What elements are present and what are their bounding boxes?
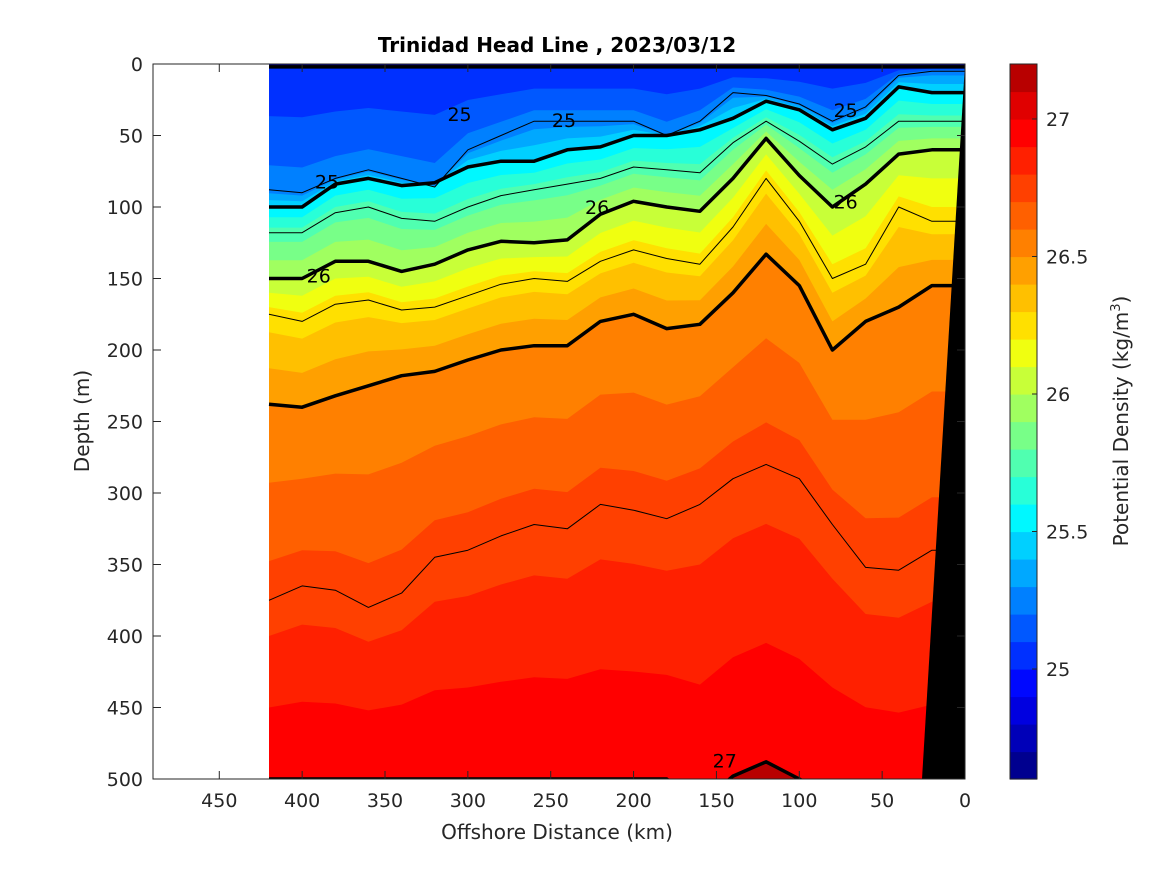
density-bands [269, 64, 965, 779]
colorbar-segment [1010, 394, 1037, 423]
colorbar-segment [1010, 119, 1037, 148]
thin-contours [268, 70, 965, 608]
colorbar-segment [1010, 724, 1037, 753]
thin-contour-line [268, 177, 965, 322]
x-tick-label: 0 [959, 790, 971, 812]
colorbar-tick-label: 26 [1046, 384, 1070, 406]
colorbar-segment [1010, 146, 1037, 175]
x-tick-label: 300 [450, 790, 486, 812]
colorbar-tick-label: 27 [1046, 109, 1070, 131]
colorbar-segment [1010, 229, 1037, 258]
colorbar-label-suffix: ) [1109, 296, 1133, 304]
colorbar [1010, 64, 1037, 780]
colorbar-segment [1010, 531, 1037, 560]
colorbar-segment [1010, 366, 1037, 395]
colorbar-segment [1010, 256, 1037, 285]
colorbar-segment [1010, 504, 1037, 533]
colorbar-label-superscript: 3 [1109, 303, 1124, 311]
contour-label: 25 [552, 110, 576, 132]
colorbar-tick-label: 25.5 [1046, 522, 1088, 544]
colorbar-label: Potential Density (kg/m3) [1109, 296, 1133, 547]
contour-label: 25 [834, 100, 858, 122]
y-tick-label: 250 [107, 412, 143, 434]
y-tick-label: 200 [107, 340, 143, 362]
colorbar-segment [1010, 201, 1037, 230]
x-axis-label: Offshore Distance (km) [441, 820, 673, 844]
contour-label: 25 [315, 171, 339, 193]
colorbar-segment [1010, 64, 1037, 93]
colorbar-segment [1010, 751, 1037, 780]
y-tick-label: 100 [107, 197, 143, 219]
colorbar-segment [1010, 476, 1037, 505]
colorbar-frame [1009, 63, 1038, 780]
colorbar-segment [1010, 339, 1037, 368]
colorbar-ticks: 25 25.5 26 26.5 27 [1032, 109, 1088, 681]
x-tick-label: 50 [870, 790, 894, 812]
isopycnal-line [268, 252, 965, 409]
y-tick-label: 0 [131, 54, 143, 76]
isopycnal-line [269, 85, 965, 209]
x-axis-ticks: 450 400 350 300 250 200 150 100 50 0 [201, 64, 971, 812]
colorbar-segment [1010, 559, 1037, 588]
contour-labels: 25 25 25 25 26 26 26 27 [307, 100, 858, 773]
colorbar-segment [1010, 669, 1037, 698]
colorbar-segment [1010, 696, 1037, 725]
labeled-isopycnals [268, 65, 965, 779]
colorbar-segment [1010, 174, 1037, 203]
x-tick-label: 350 [367, 790, 403, 812]
x-tick-label: 250 [533, 790, 569, 812]
thin-contour-line [268, 463, 965, 608]
y-axis-label: Depth (m) [70, 370, 94, 472]
y-tick-label: 400 [107, 626, 143, 648]
contour-label: 25 [447, 104, 471, 126]
colorbar-segment [1010, 449, 1037, 478]
y-tick-label: 350 [107, 555, 143, 577]
isopycnal-line [269, 136, 965, 281]
y-tick-label: 50 [119, 126, 143, 148]
x-tick-label: 200 [615, 790, 651, 812]
colorbar-tick-label: 26.5 [1046, 247, 1088, 269]
x-tick-label: 150 [698, 790, 734, 812]
colorbar-tick-label: 25 [1046, 659, 1070, 681]
colorbar-label-text: Potential Density (kg/m [1109, 312, 1133, 547]
colorbar-segment [1010, 284, 1037, 313]
y-tick-label: 500 [107, 769, 143, 791]
colorbar-segment [1010, 586, 1037, 615]
colorbar-segment [1010, 91, 1037, 120]
colorbar-segment [1010, 641, 1037, 670]
colorbar-segment [1010, 421, 1037, 450]
chart-title: Trinidad Head Line , 2023/03/12 [378, 33, 736, 57]
colorbar-segment [1010, 614, 1037, 643]
y-axis-ticks: 0 50 100 150 200 250 300 350 400 450 500 [107, 54, 965, 791]
contour-label: 26 [585, 197, 609, 219]
contour-label: 27 [713, 750, 737, 772]
y-tick-label: 300 [107, 483, 143, 505]
x-tick-label: 400 [284, 790, 320, 812]
thin-contour-line [269, 120, 965, 234]
land-topography [922, 64, 965, 779]
thin-contour-line [268, 70, 965, 194]
x-tick-label: 450 [201, 790, 237, 812]
colorbar-segment [1010, 311, 1037, 340]
contour-label: 26 [307, 266, 331, 288]
contour-label: 26 [834, 191, 858, 213]
density-band [269, 64, 965, 118]
x-tick-label: 100 [781, 790, 817, 812]
y-tick-label: 450 [107, 698, 143, 720]
y-tick-label: 150 [107, 269, 143, 291]
